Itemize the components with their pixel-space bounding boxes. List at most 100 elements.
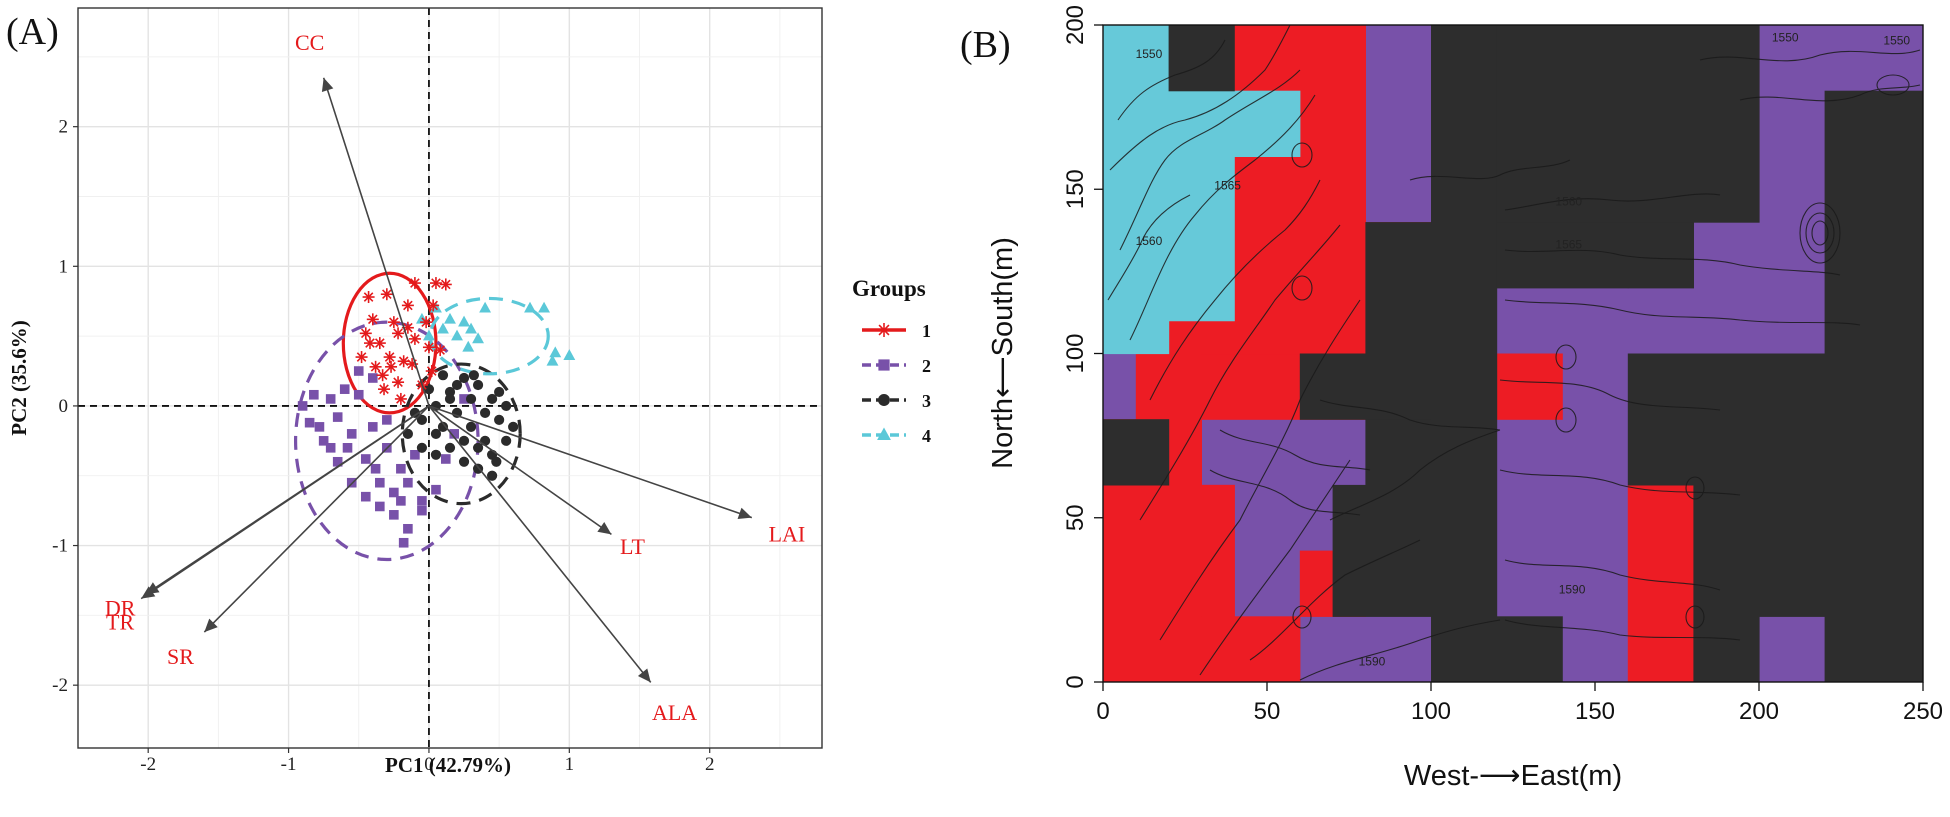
point-group-3 xyxy=(444,442,456,453)
point-group-2 xyxy=(367,373,378,383)
vector-label-dr: DR xyxy=(105,595,136,620)
contour-line xyxy=(1219,429,1371,471)
point-group-3 xyxy=(465,393,477,405)
x-tick-label: 150 xyxy=(1575,698,1615,725)
plot-background xyxy=(78,8,822,748)
contour-line xyxy=(1249,539,1421,661)
point-group-2 xyxy=(314,422,325,432)
region-group-3 xyxy=(1824,616,1923,682)
point-group-2 xyxy=(403,523,413,534)
point-group-2 xyxy=(389,510,399,520)
vector-label-ala: ALA xyxy=(652,700,697,725)
panel-b-xlabel: West-⟶East(m) xyxy=(1404,760,1622,792)
contour-line xyxy=(1139,224,1341,521)
point-group-2 xyxy=(367,422,378,432)
region-group-3 xyxy=(1332,484,1432,617)
region-group-1 xyxy=(1168,353,1301,420)
contour-line xyxy=(1409,159,1571,181)
region-group-3 xyxy=(1496,222,1629,289)
contour-line xyxy=(1499,379,1721,411)
point-group-2 xyxy=(417,505,427,516)
point-group-3 xyxy=(472,442,484,453)
region-group-1 xyxy=(1234,287,1366,355)
panel-a-grid xyxy=(77,8,822,748)
point-group-3 xyxy=(458,435,470,446)
contour-line xyxy=(1149,179,1321,401)
panel-a-xlabel: PC1 (42.79%) xyxy=(385,753,511,777)
y-tick-label: 1 xyxy=(59,256,69,277)
point-group-3 xyxy=(458,372,470,384)
point-group-1 xyxy=(383,351,396,364)
x-tick-label: -2 xyxy=(140,754,156,775)
region-group-3 xyxy=(1365,222,1432,355)
contour-line xyxy=(1299,619,1501,681)
region-group-3 xyxy=(1693,484,1760,682)
point-group-3 xyxy=(451,379,463,391)
region-group-1 xyxy=(1496,353,1563,420)
point-group-1 xyxy=(392,327,405,340)
panel-b-regions xyxy=(1103,25,1923,682)
point-group-1 xyxy=(387,316,400,329)
contour-label: 1565 xyxy=(1214,178,1241,192)
contour-line xyxy=(1291,142,1313,168)
point-group-3 xyxy=(444,393,456,405)
region-group-3 xyxy=(1824,90,1923,355)
point-group-2 xyxy=(325,394,336,404)
y-tick-label: 100 xyxy=(1062,333,1089,373)
point-group-2 xyxy=(398,537,409,548)
contour-line xyxy=(1209,469,1361,516)
point-group-2 xyxy=(353,389,364,400)
contour-line xyxy=(1159,299,1361,641)
x-tick-label: 100 xyxy=(1411,698,1451,725)
point-group-2 xyxy=(396,463,406,474)
x-tick-label: 1 xyxy=(565,754,575,775)
point-group-3 xyxy=(416,442,428,453)
point-group-4 xyxy=(462,340,475,352)
legend-title: Groups xyxy=(852,276,926,301)
contour-line xyxy=(1739,84,1921,102)
point-group-4 xyxy=(524,301,536,313)
legend-item-2: 2 xyxy=(862,356,931,376)
region-group-3 xyxy=(1365,419,1432,486)
legend-item-1: 1 xyxy=(862,321,931,341)
loading-vector-sr xyxy=(203,405,430,633)
point-group-4 xyxy=(538,301,550,313)
point-group-3 xyxy=(444,386,456,398)
y-tick-label: 0 xyxy=(1062,675,1089,688)
point-group-4 xyxy=(546,354,559,366)
contour-line xyxy=(1291,275,1313,301)
legend-item-3: 3 xyxy=(862,391,931,411)
point-group-2 xyxy=(318,436,329,446)
legend-item-label: 3 xyxy=(922,391,931,411)
contour-label: 1565 xyxy=(1555,237,1582,251)
point-group-1 xyxy=(392,376,405,389)
point-group-1 xyxy=(408,332,421,345)
point-group-3 xyxy=(458,456,470,467)
contour-label: 1590 xyxy=(1559,582,1586,596)
point-group-3 xyxy=(501,435,512,446)
point-group-4 xyxy=(877,427,891,441)
region-group-3 xyxy=(1431,616,1563,682)
point-group-1 xyxy=(385,360,398,373)
region-group-3 xyxy=(1496,25,1760,223)
region-group-4 xyxy=(1168,90,1235,322)
point-group-2 xyxy=(389,487,399,498)
point-group-3 xyxy=(491,456,502,467)
loading-vector-ala xyxy=(428,405,652,683)
contour-line xyxy=(1504,299,1861,326)
point-group-1 xyxy=(434,344,447,357)
contour-line xyxy=(1504,249,1841,276)
point-group-1 xyxy=(369,360,382,373)
panel-b-label: (B) xyxy=(960,24,1011,66)
contour-line xyxy=(1292,605,1312,629)
point-group-1 xyxy=(420,316,433,329)
point-group-4 xyxy=(465,322,477,334)
point-group-2 xyxy=(459,394,469,404)
x-tick-label: 0 xyxy=(1096,698,1109,725)
point-group-2 xyxy=(332,412,343,422)
point-group-2 xyxy=(440,454,451,464)
point-group-3 xyxy=(465,421,477,432)
point-group-1 xyxy=(366,313,379,326)
point-group-3 xyxy=(508,421,519,432)
